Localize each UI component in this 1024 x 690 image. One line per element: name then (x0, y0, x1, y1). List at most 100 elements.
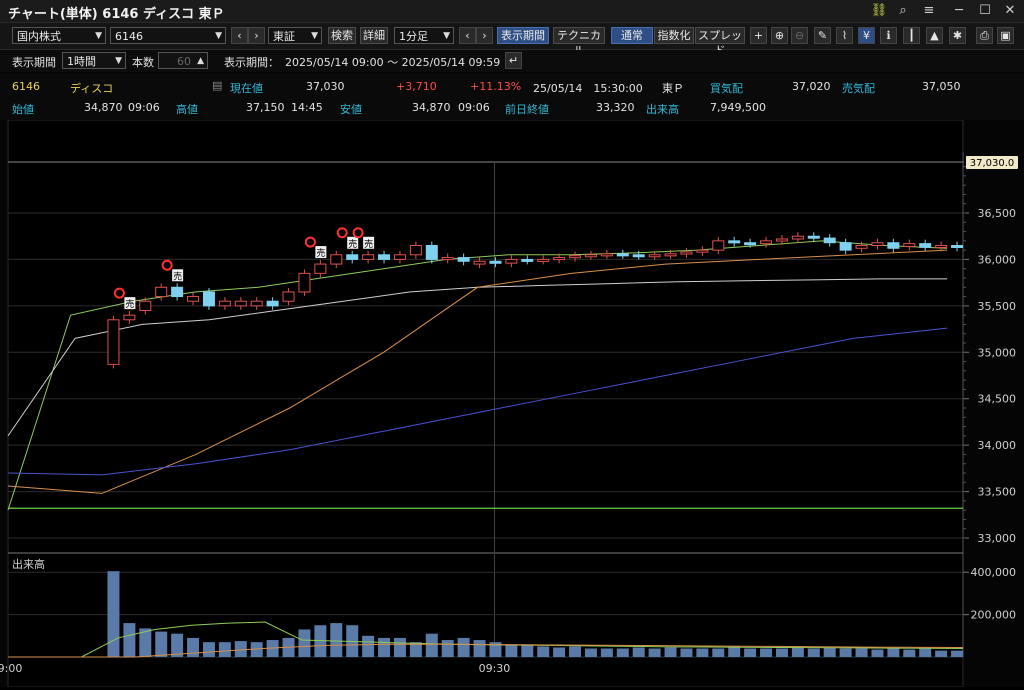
volume-bar (696, 648, 709, 657)
candle (298, 272, 311, 293)
ask-value: 37,050 (922, 80, 961, 93)
volume-bar (839, 648, 852, 657)
info-icon[interactable]: ℹ (880, 27, 897, 44)
open-value: 34,870 (84, 101, 123, 114)
volume-bar (616, 648, 629, 657)
exchange-select[interactable]: 東証 ▼ (268, 27, 322, 44)
zoom-in-icon[interactable]: ⊕ (771, 27, 788, 44)
symbol-code: 6146 (12, 80, 40, 93)
index-mode-button[interactable]: 指数化 (654, 27, 694, 44)
symbol-input[interactable]: 6146 ▼ (110, 27, 226, 44)
toolbar: 国内株式 ▼ 6146 ▼ ‹ › 東証 ▼ 検索 詳細 1分足 ▼ ‹ › 表示期間 … (0, 23, 1024, 57)
candle (760, 240, 773, 245)
volume-bar (234, 641, 247, 657)
candle (903, 243, 916, 247)
candle (218, 300, 231, 307)
chevron-down-icon: ▼ (215, 31, 222, 41)
interval-next-button[interactable]: › (476, 27, 493, 44)
candle (569, 255, 582, 259)
menu-icon[interactable]: ≡ (923, 3, 935, 18)
chart-background (7, 119, 964, 688)
range-label: 表示期間： (224, 56, 279, 69)
chart-area[interactable]: 36,500 36,000 35,500 35,000 34,500 34,000 33,5… (0, 119, 1024, 688)
detail-button[interactable]: 詳細 (360, 27, 388, 44)
candle (346, 254, 359, 260)
high-label: 高値 (176, 103, 198, 116)
candle (123, 314, 136, 321)
volume-bar (123, 623, 136, 657)
candle (935, 245, 948, 248)
maximize-icon[interactable]: ☐ (979, 3, 991, 18)
candle (155, 286, 168, 298)
open-label: 始値 (12, 103, 34, 116)
volume-moving-average (8, 643, 964, 658)
volume-tick-label: 200,000 (971, 609, 1017, 622)
volume-bar (712, 648, 725, 657)
document-icon[interactable]: ▤ (212, 79, 223, 92)
volume-bar (553, 647, 566, 657)
candle (234, 300, 247, 307)
volume-bar (378, 637, 391, 657)
candle (728, 240, 741, 244)
close-icon[interactable]: ✕ (1004, 3, 1016, 18)
sell-signal-label: 売 (173, 270, 182, 282)
candle (282, 291, 295, 302)
sell-signal-label: 売 (125, 298, 134, 310)
candles-icon[interactable]: ┃ (903, 27, 920, 44)
count-label: 本数 (132, 56, 154, 69)
volume-bar (887, 648, 900, 657)
market-select[interactable]: 国内株式 ▼ (12, 27, 106, 44)
interval-select[interactable]: 1分足 ▼ (394, 27, 454, 44)
save-icon[interactable]: ▣ (997, 27, 1014, 44)
volume-bar (362, 635, 375, 657)
refresh-icon[interactable]: ↵ (505, 52, 522, 69)
candle (250, 300, 263, 307)
volume-bar (505, 644, 518, 657)
chevron-down-icon: ▼ (95, 31, 102, 41)
price-tick-label: 33,000 (978, 532, 1017, 545)
crosshair-icon[interactable]: + (750, 27, 767, 44)
yen-icon[interactable]: ¥ (858, 27, 875, 44)
candle (409, 245, 422, 256)
candle (187, 296, 200, 302)
volume-bar (648, 648, 661, 657)
volume-bar (855, 648, 868, 657)
sell-signal-label: 売 (316, 247, 325, 259)
volume-bar (441, 640, 454, 657)
exchange-select-value: 東証 (273, 30, 295, 43)
candle (871, 242, 884, 247)
candle (521, 258, 534, 262)
market-short: 東Ｐ (662, 82, 684, 95)
interval-select-value: 1分足 (399, 30, 428, 43)
sell-signal-box (363, 236, 375, 249)
link-icon[interactable]: ⛓ (870, 3, 888, 18)
pencil-icon[interactable]: ✎ (814, 27, 831, 44)
candle (505, 258, 518, 264)
trend-tool-icon[interactable]: ⌇ (836, 27, 853, 44)
wrench-icon[interactable]: ✱ (949, 27, 966, 44)
price-chart[interactable]: 36,500 36,000 35,500 35,000 34,500 34,000 33,5… (0, 119, 1024, 688)
candle (314, 263, 327, 274)
stepper-icon: ▲ (197, 56, 204, 66)
print-icon[interactable]: ⎙ (976, 27, 993, 44)
minimize-icon[interactable]: ─ (955, 3, 963, 18)
volume-info-value: 7,949,500 (710, 101, 766, 114)
interval-prev-button[interactable]: ‹ (459, 27, 476, 44)
area-chart-icon[interactable]: ▲ (926, 27, 943, 44)
spread-mode-button[interactable]: スプレッド (695, 27, 745, 57)
technical-button[interactable]: テクニカル (553, 27, 605, 57)
search-button[interactable]: 検索 (328, 27, 356, 44)
candle (266, 300, 279, 307)
period-select[interactable]: 1時間 ▼ (62, 52, 126, 69)
display-period-button[interactable]: 表示期間 (497, 27, 549, 44)
zoom-out-icon[interactable]: ⊖ (791, 27, 808, 44)
sell-signal-label: 売 (348, 238, 357, 250)
count-input[interactable]: 60 ▲ (158, 52, 208, 69)
prev-symbol-button[interactable]: ‹ (231, 27, 248, 44)
volume-bar (823, 647, 836, 657)
next-symbol-button[interactable]: › (248, 27, 265, 44)
candle (632, 254, 645, 258)
search-icon[interactable]: ⌕ (899, 3, 907, 18)
normal-mode-button[interactable]: 通常 (611, 27, 653, 44)
bid-label: 買気配 (710, 82, 743, 95)
